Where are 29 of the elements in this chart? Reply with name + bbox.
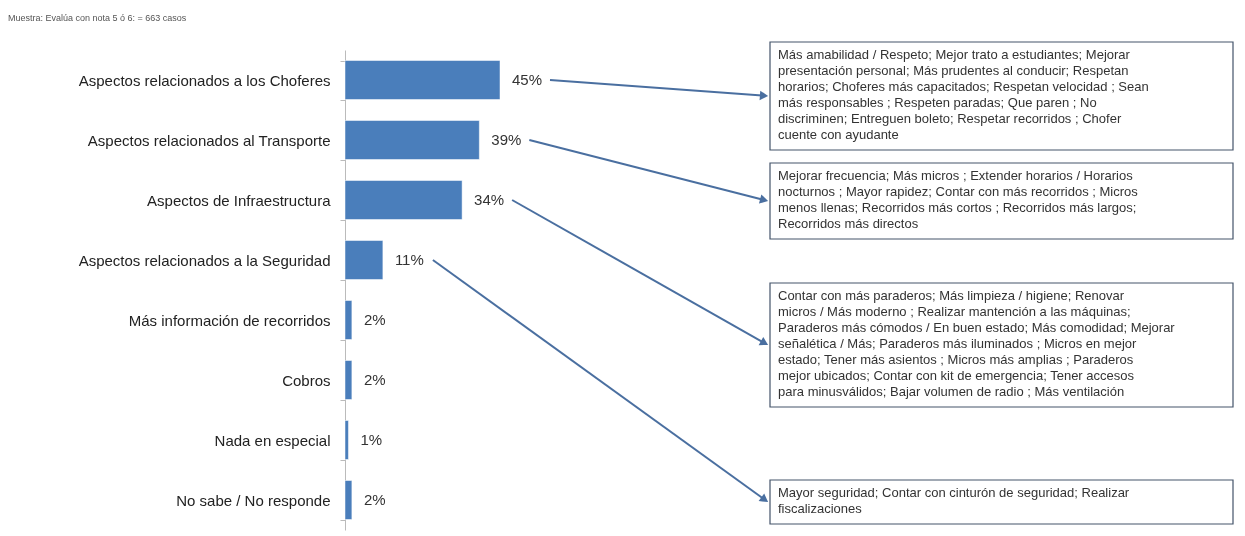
y-tick-label: Nada en especial <box>214 431 331 449</box>
text: Mejorar frecuencia; Más micros ; Extender horarios / Horarios nocturnos ; Mayor rapidez; Contar con más recorridos ; Micros menos llenas; Recorridos más cortos ; Recorridos más largos; Recorridos más directos <box>778 168 1139 231</box>
y-tick-label: Aspectos relacionados a la Seguridad <box>78 251 331 269</box>
bar <box>344 60 501 100</box>
data-label: 1% <box>360 431 383 448</box>
data-label: 2% <box>363 371 386 388</box>
y-tick-label: Aspectos relacionados al Transporte <box>87 131 331 149</box>
text: Contar con más paraderos; Más limpieza / higiene; Renovar micros / Más moderno ; Realizar mantención a las máquinas; Paraderos más cómodos / En buen estado; Más comodidad; Mejorar señalética / Más; Paraderos más iluminados ; Micros en mejor estado; Tener más asientos ; Micros más amplias ; Paraderos mejor ubicados; Contar con kit de emergencia; Tener accesos para minusválidos; Bajar volumen de radio ; Más ventilación <box>778 288 1176 399</box>
data-label: 45% <box>512 71 543 88</box>
text: Muestra: Evalúa con nota 5 ó 6: = 663 casos <box>8 13 187 23</box>
bar <box>344 300 353 340</box>
data-label: 11% <box>394 251 424 268</box>
data-label: 2% <box>363 491 386 508</box>
data-label: 34% <box>474 191 505 208</box>
y-tick-label: Más información de recorridos <box>128 311 331 329</box>
y-tick-label: Aspectos relacionados a los Choferes <box>78 71 331 89</box>
bar <box>344 180 463 220</box>
bar <box>344 480 353 520</box>
text: Mayor seguridad; Contar con cinturón de seguridad; Realizar fiscalizaciones <box>778 485 1130 516</box>
bar <box>344 240 384 280</box>
bar <box>344 360 353 400</box>
data-label: 39% <box>491 131 522 148</box>
bar <box>344 420 349 460</box>
y-tick-label: No sabe / No responde <box>176 491 331 509</box>
y-tick-label: Aspectos de Infraestructura <box>147 191 332 209</box>
y-tick-label: Cobros <box>282 371 331 389</box>
text: Más amabilidad / Respeto; Mejor trato a estudiantes; Mejorar presentación personal; Más prudentes al conducir; Respetan horarios; Choferes más capacitados; Respetan velocidad ; Sean más responsables ; Respeten paradas; Que paren ; No discriminen; Entreguen boleto; Respetar recorridos ; Chofer cuente con ayudante <box>778 47 1149 142</box>
data-label: 2% <box>363 311 386 328</box>
bar <box>344 120 480 160</box>
